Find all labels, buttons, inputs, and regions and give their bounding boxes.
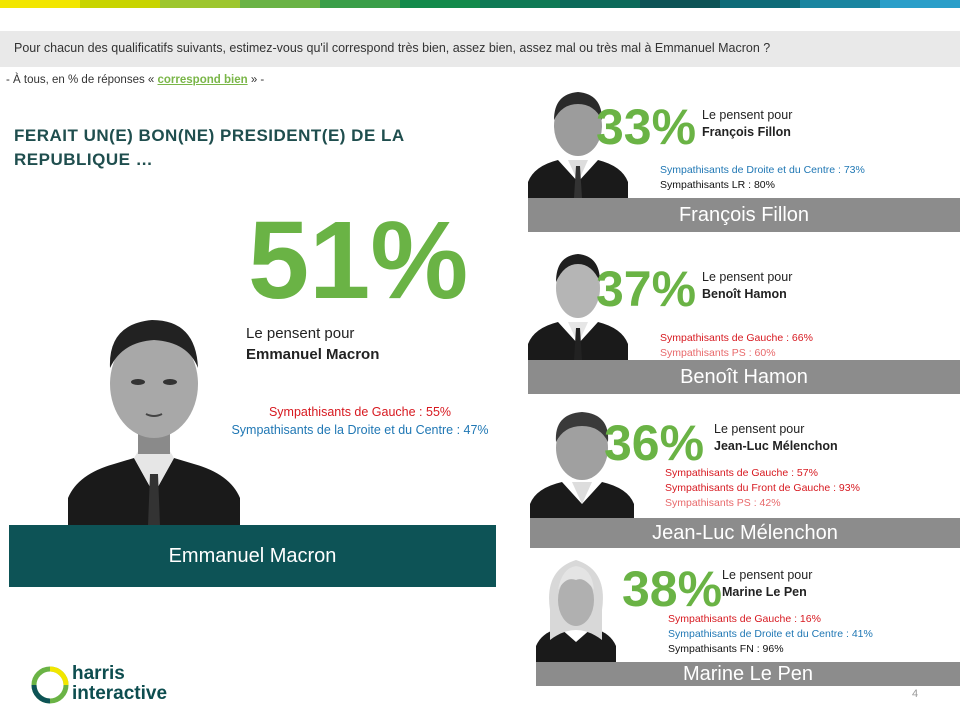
candidate-breakdown: Sympathisants de Gauche : 66% Sympathisan… (660, 331, 813, 361)
breakdown-line: Sympathisants de Gauche : 66% (660, 332, 813, 344)
stripe-segment (560, 0, 640, 8)
logo-line2: interactive (72, 683, 168, 704)
candidate-label-line1: Le pensent pour (702, 270, 793, 284)
melenchon-portrait (530, 412, 634, 520)
breakdown-line: Sympathisants LR : 80% (660, 179, 775, 191)
breakdown-line: Sympathisants PS : 42% (665, 497, 781, 509)
candidate-percentage: 33% (596, 99, 697, 155)
stripe-segment (320, 0, 400, 8)
candidate-label-line1: Le pensent pour (714, 422, 805, 436)
macron-portrait (68, 320, 240, 526)
candidate-breakdown: Sympathisants de Gauche : 57% Sympathisan… (665, 466, 860, 511)
harris-interactive-logo (31, 666, 69, 704)
stripe-segment (720, 0, 800, 8)
candidate-name-bar: Benoît Hamon (528, 360, 960, 394)
main-label: Le pensent pour Emmanuel Macron (246, 323, 379, 365)
breakdown-line: Sympathisants de la Droite et du Centre … (231, 423, 489, 437)
lepen-portrait (536, 560, 616, 662)
candidate-label-line2: Jean-Luc Mélenchon (714, 439, 838, 453)
stripe-segment (400, 0, 480, 8)
candidate-label: Le pensent pour François Fillon (702, 107, 792, 141)
main-breakdown: Sympathisants de Gauche : 55% Sympathisan… (200, 403, 520, 439)
candidate-label-line2: Benoît Hamon (702, 287, 787, 301)
basis-suffix: » - (247, 74, 265, 86)
candidate-percentage: 36% (604, 415, 705, 471)
main-name-bar: Emmanuel Macron (9, 525, 496, 587)
candidate-label-line1: Le pensent pour (722, 568, 813, 582)
basis-prefix: - À tous, en % de réponses « (6, 74, 158, 86)
main-label-line1: Le pensent pour (246, 325, 355, 342)
question-banner: Pour chacun des qualificatifs suivants, … (0, 31, 960, 67)
basis-highlight: correspond bien (157, 74, 248, 86)
breakdown-line: Sympathisants de Droite et du Centre : 7… (660, 164, 865, 176)
stripe-segment (880, 0, 960, 8)
candidate-name-bar: François Fillon (528, 198, 960, 232)
stripe-segment (800, 0, 880, 8)
candidate-label-line2: François Fillon (702, 125, 791, 139)
stripe-segment (160, 0, 240, 8)
stripe-segment (240, 0, 320, 8)
candidate-name-bar: Marine Le Pen (536, 662, 960, 686)
breakdown-line: Sympathisants du Front de Gauche : 93% (665, 482, 860, 494)
page-number: 4 (912, 688, 919, 700)
candidate-label: Le pensent pour Marine Le Pen (722, 567, 812, 601)
candidate-percentage: 37% (596, 261, 697, 317)
candidate-breakdown: Sympathisants de Droite et du Centre : 7… (660, 163, 865, 193)
stripe-segment (640, 0, 720, 8)
breakdown-line: Sympathisants de Gauche : 55% (268, 405, 452, 419)
stripe-segment (0, 0, 80, 8)
candidate-name-bar: Jean-Luc Mélenchon (530, 518, 960, 548)
stripe-segment (80, 0, 160, 8)
logo-wordmark: harris interactive (72, 664, 167, 704)
fillon-portrait (528, 92, 628, 198)
question-text: Pour chacun des qualificatifs suivants, … (14, 41, 771, 55)
stripe-segment (480, 0, 560, 8)
breakdown-line: Sympathisants de Gauche : 16% (668, 613, 821, 625)
candidate-percentage: 38% (622, 561, 723, 617)
logo-line1: harris (72, 663, 125, 684)
main-percentage: 51% (248, 199, 469, 322)
candidate-breakdown: Sympathisants de Gauche : 16% Sympathisan… (668, 612, 873, 657)
candidate-label: Le pensent pour Benoît Hamon (702, 269, 792, 303)
candidate-label-line1: Le pensent pour (702, 108, 793, 122)
basis-note: - À tous, en % de réponses « correspond … (6, 74, 264, 86)
chart-title: FERAIT UN(E) BON(NE) PRESIDENT(E) DE LA … (14, 126, 405, 169)
breakdown-line: Sympathisants de Gauche : 57% (665, 467, 818, 479)
main-label-line2: Emmanuel Macron (246, 346, 380, 363)
candidate-label-line2: Marine Le Pen (722, 585, 807, 599)
top-color-stripe (0, 0, 960, 8)
breakdown-line: Sympathisants PS : 60% (660, 347, 776, 359)
hamon-portrait (528, 254, 628, 360)
breakdown-line: Sympathisants de Droite et du Centre : 4… (668, 628, 873, 640)
breakdown-line: Sympathisants FN : 96% (668, 643, 784, 655)
candidate-label: Le pensent pour Jean-Luc Mélenchon (714, 421, 838, 455)
